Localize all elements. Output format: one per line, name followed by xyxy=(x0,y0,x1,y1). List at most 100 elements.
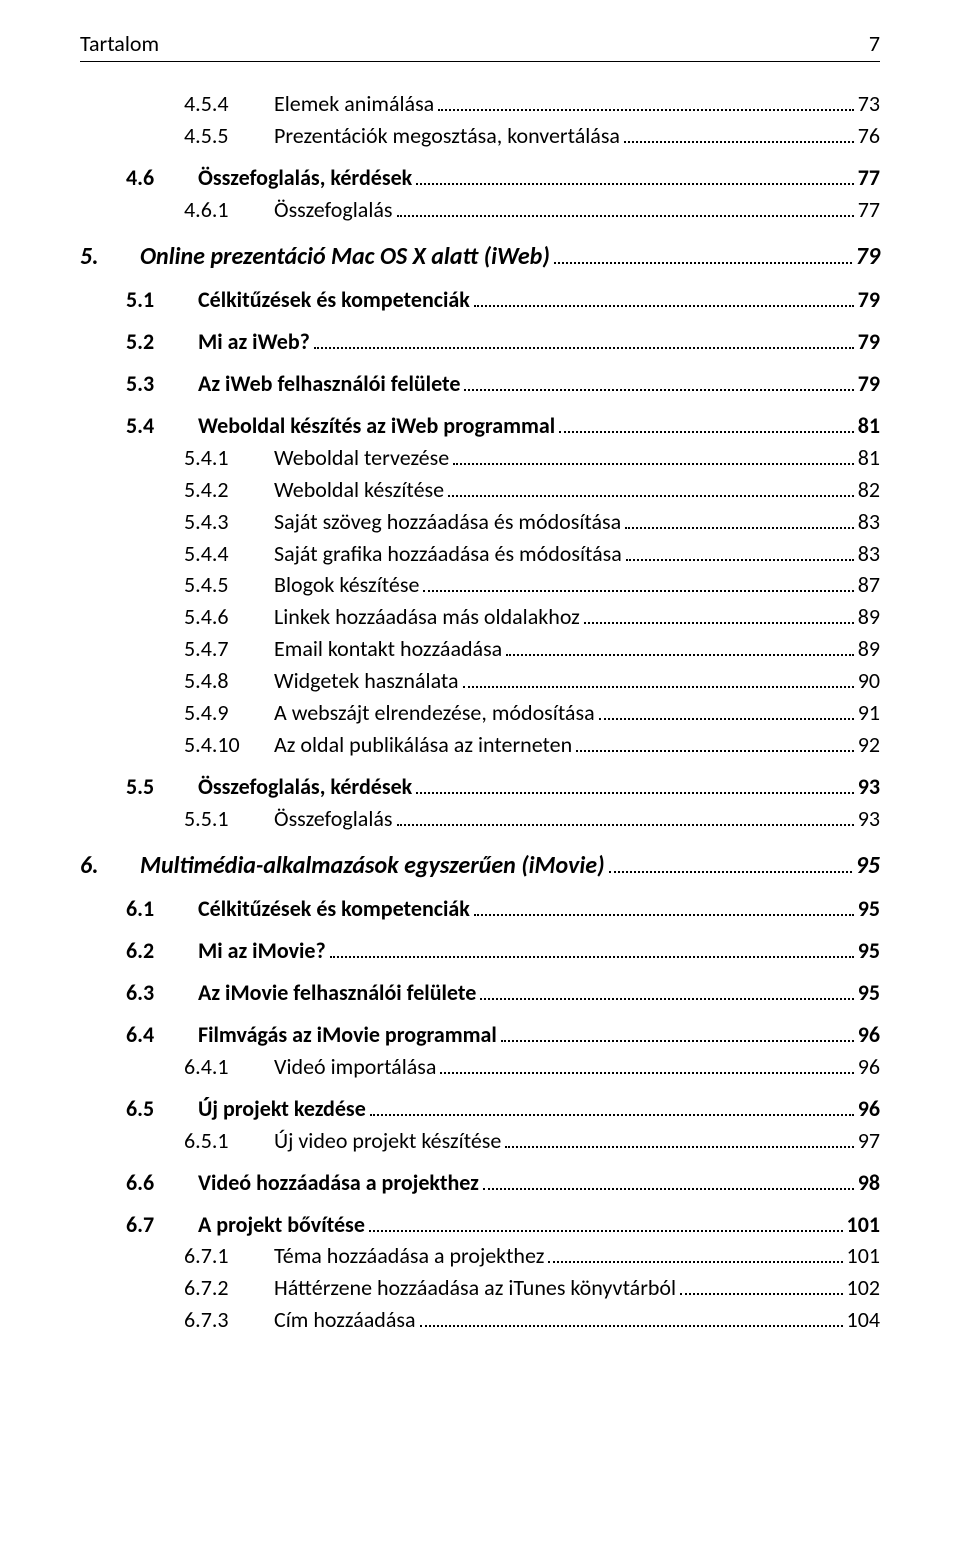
toc-entry-number: 6.6 xyxy=(126,1167,198,1199)
toc-entry: 5.4.6Linkek hozzáadása más oldalakhoz 89 xyxy=(184,601,880,633)
toc-entry-number: 5.4.6 xyxy=(184,601,274,633)
toc-entry-title: A projekt bővítése xyxy=(198,1209,365,1241)
toc-entry-title: Filmvágás az iMovie programmal xyxy=(198,1019,497,1051)
toc-entry: 6.7.2Háttérzene hozzáadása az iTunes kön… xyxy=(184,1272,880,1304)
toc-entry: 5.5.1Összefoglalás93 xyxy=(184,803,880,835)
toc-page: Tartalom 7 4.5.4Elemek animálása734.5.5P… xyxy=(0,0,960,1376)
toc-entry-title: Email kontakt hozzáadása xyxy=(274,633,502,665)
toc-entry-number: 6.2 xyxy=(126,935,198,967)
toc-entry-page: 76 xyxy=(858,120,880,152)
toc-entry-page: 77 xyxy=(858,194,880,226)
toc-entry-page: 92 xyxy=(858,729,880,761)
toc-leader-dots xyxy=(624,121,854,143)
toc-leader-dots xyxy=(438,89,853,111)
toc-entry: 4.5.5Prezentációk megosztása, konvertálá… xyxy=(184,120,880,152)
toc-entry-page: 79 xyxy=(858,284,880,316)
toc-entry-title: Új projekt kezdése xyxy=(198,1093,366,1125)
toc-leader-dots xyxy=(448,475,854,497)
toc-leader-dots xyxy=(483,1168,854,1190)
toc-entry: 5.4.9A webszájt elrendezése, módosítása9… xyxy=(184,697,880,729)
toc-entry: 5.Online prezentáció Mac OS X alatt (iWe… xyxy=(80,240,880,275)
toc-entry: 5.1Célkitűzések és kompetenciák79 xyxy=(126,284,880,316)
toc-entry-title: Az iWeb felhasználói felülete xyxy=(198,368,460,400)
toc-leader-dots xyxy=(416,772,853,794)
toc-entry-page: 97 xyxy=(858,1125,880,1157)
toc-leader-dots xyxy=(548,1242,842,1264)
toc-entry: 6.6Videó hozzáadása a projekthez98 xyxy=(126,1167,880,1199)
toc-entry-number: 5.5 xyxy=(126,771,198,803)
toc-entry-page: 81 xyxy=(858,410,880,442)
toc-leader-dots xyxy=(506,634,853,656)
toc-entry-number: 6.5.1 xyxy=(184,1125,274,1157)
toc-leader-dots xyxy=(609,849,852,873)
toc-entry-page: 77 xyxy=(858,162,880,194)
toc-leader-dots xyxy=(416,163,853,185)
toc-entry-number: 6.7 xyxy=(126,1209,198,1241)
toc-leader-dots xyxy=(397,195,854,217)
toc-entry: 5.4.5Blogok készítése 87 xyxy=(184,569,880,601)
toc-leader-dots xyxy=(626,539,854,561)
toc-entry: 6.7A projekt bővítése 101 xyxy=(126,1209,880,1241)
toc-entry-page: 96 xyxy=(858,1093,880,1125)
toc-entry-page: 95 xyxy=(858,935,880,967)
toc-entry: 5.4.7Email kontakt hozzáadása89 xyxy=(184,633,880,665)
toc-entry-title: Mi az iWeb? xyxy=(198,326,310,358)
toc-entry-number: 5.4.5 xyxy=(184,569,274,601)
toc-entry-number: 5.2 xyxy=(126,326,198,358)
toc-entry-page: 101 xyxy=(847,1209,880,1241)
toc-entry-page: 89 xyxy=(858,633,880,665)
toc-entry: 6.4.1Videó importálása96 xyxy=(184,1051,880,1083)
toc-entry-page: 95 xyxy=(856,849,880,884)
toc-entry-number: 5.4.4 xyxy=(184,538,274,570)
toc-leader-dots xyxy=(559,411,854,433)
toc-leader-dots xyxy=(420,1305,843,1327)
toc-entry-title: Saját szöveg hozzáadása és módosítása xyxy=(274,506,621,538)
toc-entry-page: 102 xyxy=(847,1272,880,1304)
toc-entry: 6.2Mi az iMovie?95 xyxy=(126,935,880,967)
toc-leader-dots xyxy=(505,1126,853,1148)
toc-entry: 5.3Az iWeb felhasználói felülete79 xyxy=(126,368,880,400)
toc-entry: 4.6Összefoglalás, kérdések77 xyxy=(126,162,880,194)
toc-entry-title: Saját grafika hozzáadása és módosítása xyxy=(274,538,622,570)
toc-leader-dots xyxy=(423,571,853,593)
toc-entry-title: Összefoglalás, kérdések xyxy=(198,771,412,803)
toc-entry-page: 83 xyxy=(858,506,880,538)
toc-entry: 6.7.3Cím hozzáadása104 xyxy=(184,1304,880,1336)
toc-entry-title: Weboldal tervezése xyxy=(274,442,449,474)
toc-entry-page: 93 xyxy=(858,771,880,803)
toc-entry-number: 6.5 xyxy=(126,1093,198,1125)
toc-leader-dots xyxy=(625,507,854,529)
toc-entry-title: Összefoglalás xyxy=(274,194,393,226)
toc-entry: 5.4.4Saját grafika hozzáadása és módosít… xyxy=(184,538,880,570)
toc-entry-number: 5.4.9 xyxy=(184,697,274,729)
toc-entry-number: 6.4.1 xyxy=(184,1051,274,1083)
toc-entry-number: 5.1 xyxy=(126,284,198,316)
toc-leader-dots xyxy=(453,443,854,465)
toc-entry-title: Linkek hozzáadása más oldalakhoz xyxy=(274,601,580,633)
toc-entry-number: 6.1 xyxy=(126,893,198,925)
toc-entry-page: 82 xyxy=(858,474,880,506)
toc-entry-title: Összefoglalás, kérdések xyxy=(198,162,412,194)
toc-entry-title: Új video projekt készítése xyxy=(274,1125,501,1157)
toc-entry-page: 89 xyxy=(858,601,880,633)
toc-entry-page: 87 xyxy=(858,569,880,601)
toc-entry-page: 79 xyxy=(858,326,880,358)
toc-leader-dots xyxy=(314,327,854,349)
page-header: Tartalom 7 xyxy=(80,30,880,62)
toc-leader-dots xyxy=(397,804,854,826)
toc-entry-page: 91 xyxy=(858,697,880,729)
toc-entry-title: Cím hozzáadása xyxy=(274,1304,416,1336)
toc-entry-number: 6.3 xyxy=(126,977,198,1009)
toc-leader-dots xyxy=(330,937,854,959)
toc-entry-title: Célkitűzések és kompetenciák xyxy=(198,893,470,925)
toc-entry-number: 6.4 xyxy=(126,1019,198,1051)
toc-leader-dots xyxy=(474,286,854,308)
toc-entry: 6.3Az iMovie felhasználói felülete95 xyxy=(126,977,880,1009)
header-page-number: 7 xyxy=(869,30,880,57)
toc-entry-title: Blogok készítése xyxy=(274,569,419,601)
toc-entry: 5.4.3Saját szöveg hozzáadása és módosítá… xyxy=(184,506,880,538)
toc-entry-number: 5.5.1 xyxy=(184,803,274,835)
toc-entry-number: 5. xyxy=(80,240,140,275)
toc-leader-dots xyxy=(584,603,854,625)
toc-entry-number: 5.4.8 xyxy=(184,665,274,697)
